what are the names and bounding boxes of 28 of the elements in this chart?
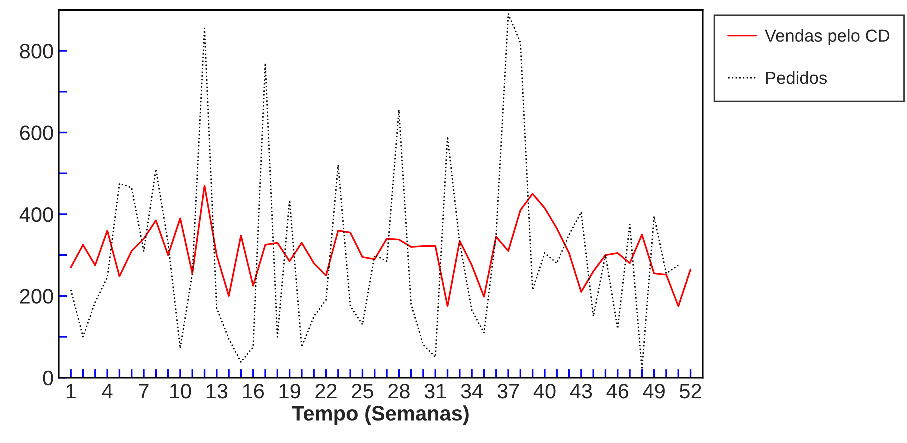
x-tick-label: 16 xyxy=(243,384,264,399)
x-tick-label: 22 xyxy=(316,384,337,399)
x-tick-label: 37 xyxy=(498,384,520,399)
y-tick-label: 600 xyxy=(20,126,54,141)
x-tick-label: 52 xyxy=(680,384,702,399)
x-tick-label: 40 xyxy=(534,384,556,399)
line-series xyxy=(70,185,692,308)
x-tick-label: 4 xyxy=(102,384,113,399)
x-tick-label: 7 xyxy=(139,384,149,399)
legend-label: Vendas pelo CD xyxy=(764,29,890,46)
legend-label: Pedidos xyxy=(766,72,828,84)
x-tick-label: 25 xyxy=(352,384,374,399)
x-tick-label: 19 xyxy=(280,384,300,399)
x-tick-label: 34 xyxy=(461,384,484,399)
y-tick-label: 200 xyxy=(20,289,54,304)
x-tick-label: 49 xyxy=(643,384,665,399)
x-tick-label: 43 xyxy=(570,384,592,399)
x-axis-title: Tempo (Semanas) xyxy=(292,406,469,426)
x-tick-label: 31 xyxy=(424,384,446,399)
y-tick-label: 400 xyxy=(20,207,54,222)
x-tick-label: 1 xyxy=(66,384,76,399)
x-tick-label: 28 xyxy=(388,384,410,399)
y-tick-label: 800 xyxy=(20,44,54,59)
y-tick-label: 0 xyxy=(43,370,54,386)
line-series xyxy=(70,14,680,370)
x-tick-label: 13 xyxy=(206,384,228,399)
x-tick-label: 46 xyxy=(606,384,629,399)
x-tick-label: 10 xyxy=(170,384,192,399)
